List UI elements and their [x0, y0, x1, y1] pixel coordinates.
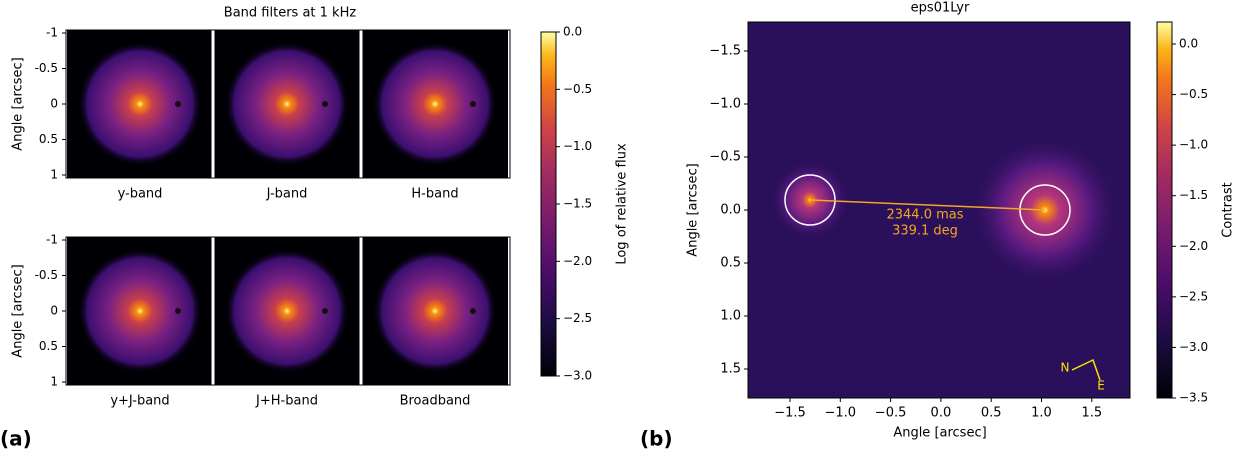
- colorbar-tick-label: −1.0: [1179, 138, 1208, 152]
- y-tick-label: 1.0: [720, 309, 741, 324]
- y-tick-label: 1: [50, 168, 58, 182]
- y-tick-label: −1.0: [709, 97, 741, 112]
- y-axis-label: Angle [arcsec]: [11, 57, 26, 150]
- colorbar-tick-label: −3.0: [563, 368, 592, 382]
- colorbar-tick-label: −1.5: [1179, 188, 1208, 202]
- image-label: H-band: [411, 187, 458, 202]
- panel-label: (a): [0, 427, 32, 451]
- image-label: J+H-band: [255, 394, 318, 409]
- image: [175, 101, 181, 107]
- image: [225, 249, 349, 373]
- y-tick-label: -0.5: [35, 61, 58, 75]
- colorbar-tick-label: −2.5: [1179, 289, 1208, 303]
- colorbar-label: Contrast: [1221, 182, 1236, 238]
- image-label: J-band: [266, 187, 308, 202]
- compass-label: E: [1097, 379, 1105, 393]
- y-tick-label: 0: [50, 304, 58, 318]
- x-tick-label: 1.0: [1031, 406, 1052, 421]
- image-label: y-band: [118, 187, 163, 202]
- image: [175, 308, 181, 314]
- annotation: 2344.0 mas: [886, 208, 963, 223]
- y-tick-label: 1: [50, 375, 58, 389]
- annotation: 339.1 deg: [892, 224, 958, 239]
- colorbar-tick-label: −3.5: [1179, 390, 1208, 404]
- compass-label: N: [1061, 361, 1070, 375]
- y-axis-label: Angle [arcsec]: [686, 163, 701, 256]
- colorbar: [1156, 21, 1173, 399]
- y-tick-label: -1: [46, 26, 58, 40]
- y-tick-label: -0.5: [35, 268, 58, 282]
- image: [470, 308, 476, 314]
- x-tick-label: −1.5: [774, 406, 806, 421]
- panel-label: (b): [640, 427, 673, 451]
- y-tick-label: 0.5: [39, 132, 58, 146]
- image-label: y+J-band: [110, 394, 169, 409]
- x-tick-label: 0.5: [981, 406, 1002, 421]
- y-tick-label: −1.5: [709, 44, 741, 59]
- y-axis-label: Angle [arcsec]: [11, 264, 26, 357]
- y-tick-label: -1: [46, 233, 58, 247]
- colorbar-tick-label: −1.0: [563, 139, 592, 153]
- colorbar-tick-label: −2.0: [1179, 239, 1208, 253]
- image: [322, 101, 328, 107]
- image: [78, 249, 202, 373]
- colorbar-tick-label: −0.5: [1179, 87, 1208, 101]
- colorbar-tick-label: 0.0: [563, 25, 582, 39]
- image: [747, 21, 1131, 399]
- x-tick-label: −1.0: [825, 406, 857, 421]
- colorbar-tick-label: 0.0: [1179, 37, 1198, 51]
- image: [225, 42, 349, 166]
- y-tick-label: 1.5: [720, 362, 741, 377]
- colorbar-tick-label: −3.0: [1179, 340, 1208, 354]
- colorbar: [540, 31, 557, 377]
- y-tick-label: −0.5: [709, 150, 741, 165]
- y-tick-label: 0.0: [720, 203, 741, 218]
- panel-title: eps01Lyr: [911, 1, 970, 16]
- y-tick-label: 0.5: [720, 256, 741, 271]
- image: [322, 308, 328, 314]
- x-tick-label: −0.5: [875, 406, 907, 421]
- x-axis-label: Angle [arcsec]: [893, 426, 986, 441]
- colorbar-tick-label: −1.5: [563, 196, 592, 210]
- y-tick-label: 0: [50, 97, 58, 111]
- colorbar-label: Log of relative flux: [615, 143, 630, 265]
- image: [470, 101, 476, 107]
- image: [78, 42, 202, 166]
- x-tick-label: 1.5: [1081, 406, 1102, 421]
- panel-title: Band filters at 1 kHz: [224, 6, 357, 21]
- y-tick-label: 0.5: [39, 339, 58, 353]
- x-tick-label: 0.0: [931, 406, 952, 421]
- colorbar-tick-label: −2.5: [563, 311, 592, 325]
- image-label: Broadband: [400, 394, 471, 409]
- image: [373, 249, 497, 373]
- colorbar-tick-label: −0.5: [563, 82, 592, 96]
- image: [373, 42, 497, 166]
- colorbar-tick-label: −2.0: [563, 254, 592, 268]
